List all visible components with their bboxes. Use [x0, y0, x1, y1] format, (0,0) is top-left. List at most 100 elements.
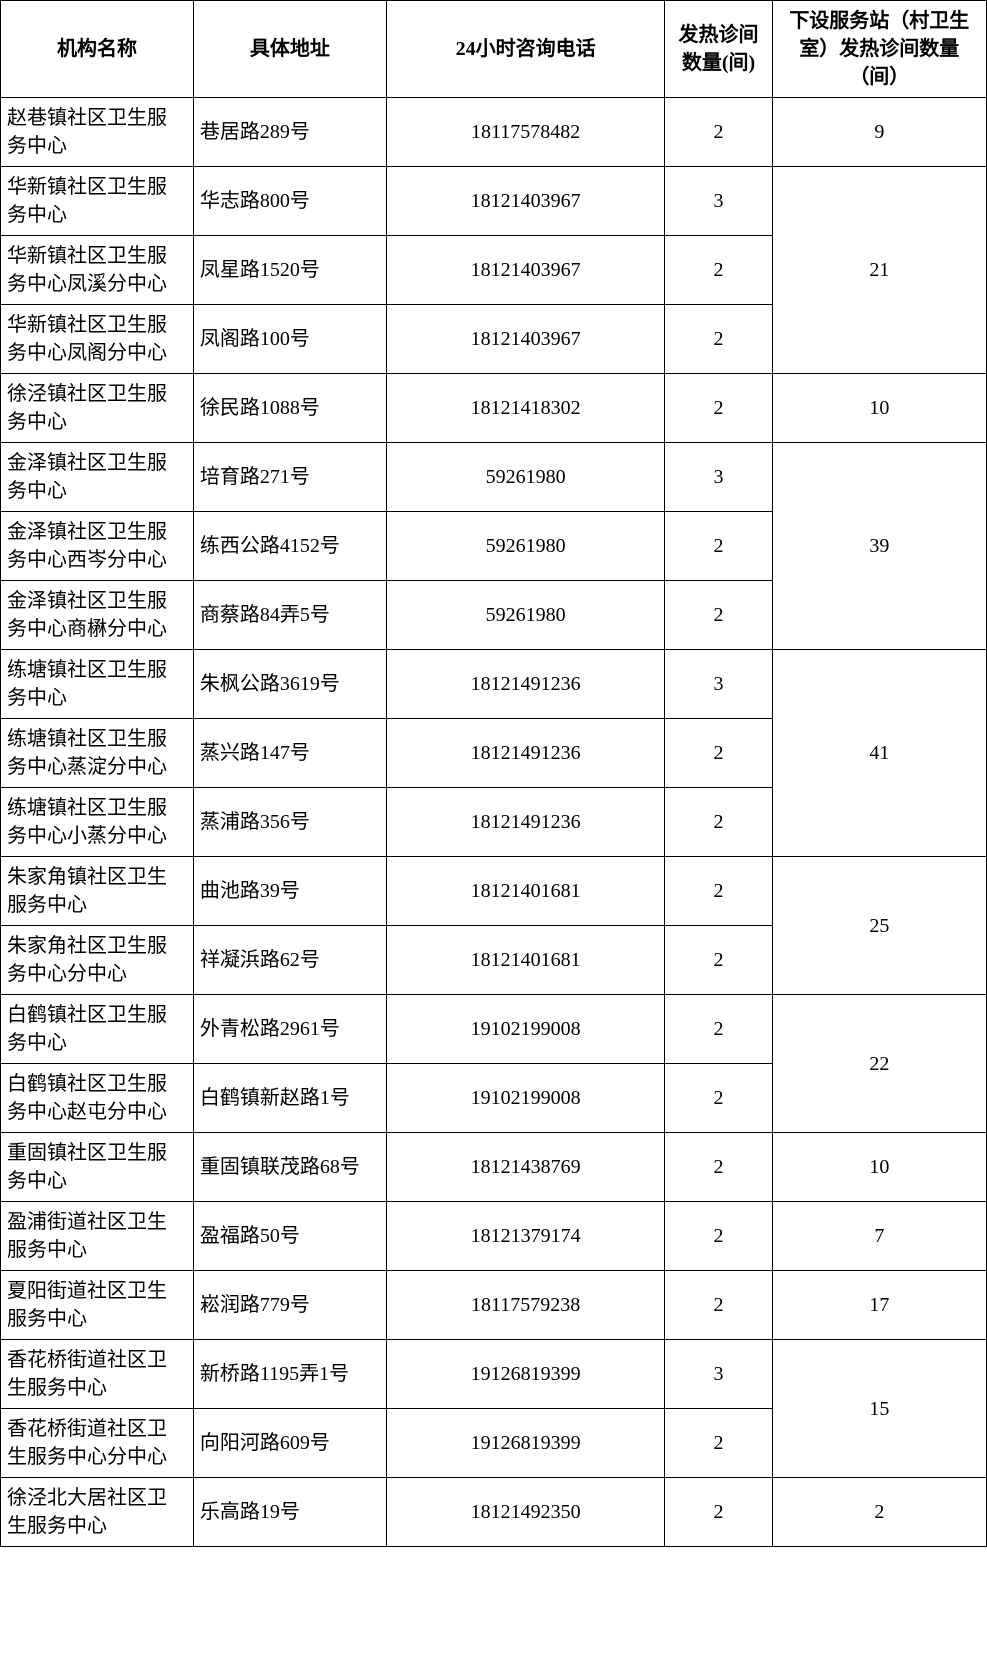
cell-name: 练塘镇社区卫生服务中心	[1, 650, 194, 719]
cell-name: 白鹤镇社区卫生服务中心赵屯分中心	[1, 1064, 194, 1133]
cell-name: 金泽镇社区卫生服务中心西岑分中心	[1, 512, 194, 581]
cell-count: 2	[665, 719, 772, 788]
cell-count: 2	[665, 1202, 772, 1271]
cell-addr: 华志路800号	[193, 167, 386, 236]
cell-addr: 白鹤镇新赵路1号	[193, 1064, 386, 1133]
cell-phone: 18121379174	[386, 1202, 665, 1271]
cell-name: 徐泾北大居社区卫生服务中心	[1, 1478, 194, 1547]
cell-name: 练塘镇社区卫生服务中心小蒸分中心	[1, 788, 194, 857]
cell-count: 2	[665, 98, 772, 167]
cell-addr: 向阳河路609号	[193, 1409, 386, 1478]
cell-name: 练塘镇社区卫生服务中心蒸淀分中心	[1, 719, 194, 788]
table-row: 夏阳街道社区卫生服务中心崧润路779号18117579238217	[1, 1271, 987, 1340]
cell-sub: 39	[772, 443, 986, 650]
cell-phone: 18117578482	[386, 98, 665, 167]
cell-addr: 外青松路2961号	[193, 995, 386, 1064]
cell-count: 3	[665, 1340, 772, 1409]
cell-phone: 18121491236	[386, 719, 665, 788]
table-row: 练塘镇社区卫生服务中心朱枫公路3619号18121491236341	[1, 650, 987, 719]
cell-name: 徐泾镇社区卫生服务中心	[1, 374, 194, 443]
cell-sub: 7	[772, 1202, 986, 1271]
cell-name: 夏阳街道社区卫生服务中心	[1, 1271, 194, 1340]
cell-count: 2	[665, 788, 772, 857]
table-row: 徐泾镇社区卫生服务中心徐民路1088号18121418302210	[1, 374, 987, 443]
table-header-row: 机构名称 具体地址 24小时咨询电话 发热诊间数量(间) 下设服务站（村卫生室）…	[1, 1, 987, 98]
cell-addr: 蒸兴路147号	[193, 719, 386, 788]
cell-addr: 巷居路289号	[193, 98, 386, 167]
cell-phone: 19126819399	[386, 1409, 665, 1478]
cell-sub: 15	[772, 1340, 986, 1478]
cell-phone: 18121491236	[386, 650, 665, 719]
cell-name: 华新镇社区卫生服务中心凤阁分中心	[1, 305, 194, 374]
cell-name: 白鹤镇社区卫生服务中心	[1, 995, 194, 1064]
cell-phone: 19102199008	[386, 1064, 665, 1133]
cell-phone: 18121401681	[386, 857, 665, 926]
cell-addr: 练西公路4152号	[193, 512, 386, 581]
cell-addr: 盈福路50号	[193, 1202, 386, 1271]
cell-phone: 18121491236	[386, 788, 665, 857]
cell-name: 朱家角镇社区卫生服务中心	[1, 857, 194, 926]
cell-count: 3	[665, 650, 772, 719]
cell-addr: 重固镇联茂路68号	[193, 1133, 386, 1202]
cell-name: 香花桥街道社区卫生服务中心分中心	[1, 1409, 194, 1478]
page-root: 机构名称 具体地址 24小时咨询电话 发热诊间数量(间) 下设服务站（村卫生室）…	[0, 0, 987, 1547]
cell-count: 3	[665, 167, 772, 236]
cell-name: 华新镇社区卫生服务中心	[1, 167, 194, 236]
col-header-addr: 具体地址	[193, 1, 386, 98]
col-header-sub: 下设服务站（村卫生室）发热诊间数量（间）	[772, 1, 986, 98]
cell-count: 2	[665, 374, 772, 443]
cell-name: 赵巷镇社区卫生服务中心	[1, 98, 194, 167]
cell-addr: 凤星路1520号	[193, 236, 386, 305]
table-row: 金泽镇社区卫生服务中心培育路271号59261980339	[1, 443, 987, 512]
cell-count: 2	[665, 926, 772, 995]
cell-name: 盈浦街道社区卫生服务中心	[1, 1202, 194, 1271]
cell-name: 金泽镇社区卫生服务中心商楙分中心	[1, 581, 194, 650]
cell-addr: 崧润路779号	[193, 1271, 386, 1340]
table-row: 香花桥街道社区卫生服务中心新桥路1195弄1号19126819399315	[1, 1340, 987, 1409]
cell-phone: 59261980	[386, 443, 665, 512]
col-header-phone: 24小时咨询电话	[386, 1, 665, 98]
cell-sub: 9	[772, 98, 986, 167]
col-header-name: 机构名称	[1, 1, 194, 98]
cell-addr: 凤阁路100号	[193, 305, 386, 374]
cell-addr: 祥凝浜路62号	[193, 926, 386, 995]
cell-count: 3	[665, 443, 772, 512]
cell-phone: 18121401681	[386, 926, 665, 995]
cell-count: 2	[665, 236, 772, 305]
cell-count: 2	[665, 1478, 772, 1547]
cell-sub: 2	[772, 1478, 986, 1547]
cell-phone: 59261980	[386, 581, 665, 650]
cell-addr: 朱枫公路3619号	[193, 650, 386, 719]
cell-phone: 18121492350	[386, 1478, 665, 1547]
table-row: 朱家角镇社区卫生服务中心曲池路39号18121401681225	[1, 857, 987, 926]
table-row: 赵巷镇社区卫生服务中心巷居路289号1811757848229	[1, 98, 987, 167]
table-row: 盈浦街道社区卫生服务中心盈福路50号1812137917427	[1, 1202, 987, 1271]
cell-name: 香花桥街道社区卫生服务中心	[1, 1340, 194, 1409]
cell-count: 2	[665, 1271, 772, 1340]
cell-addr: 乐高路19号	[193, 1478, 386, 1547]
col-header-count: 发热诊间数量(间)	[665, 1, 772, 98]
cell-name: 重固镇社区卫生服务中心	[1, 1133, 194, 1202]
cell-phone: 18121403967	[386, 167, 665, 236]
cell-sub: 25	[772, 857, 986, 995]
cell-count: 2	[665, 1409, 772, 1478]
table-row: 重固镇社区卫生服务中心重固镇联茂路68号18121438769210	[1, 1133, 987, 1202]
cell-count: 2	[665, 512, 772, 581]
cell-sub: 22	[772, 995, 986, 1133]
cell-count: 2	[665, 1064, 772, 1133]
table-body: 赵巷镇社区卫生服务中心巷居路289号1811757848229华新镇社区卫生服务…	[1, 98, 987, 1547]
cell-phone: 18121403967	[386, 236, 665, 305]
cell-sub: 41	[772, 650, 986, 857]
cell-sub: 10	[772, 1133, 986, 1202]
cell-phone: 18121438769	[386, 1133, 665, 1202]
cell-addr: 曲池路39号	[193, 857, 386, 926]
cell-addr: 培育路271号	[193, 443, 386, 512]
cell-count: 2	[665, 581, 772, 650]
cell-name: 朱家角社区卫生服务中心分中心	[1, 926, 194, 995]
cell-phone: 18117579238	[386, 1271, 665, 1340]
cell-addr: 蒸浦路356号	[193, 788, 386, 857]
cell-name: 金泽镇社区卫生服务中心	[1, 443, 194, 512]
table-row: 白鹤镇社区卫生服务中心外青松路2961号19102199008222	[1, 995, 987, 1064]
cell-phone: 59261980	[386, 512, 665, 581]
table-header: 机构名称 具体地址 24小时咨询电话 发热诊间数量(间) 下设服务站（村卫生室）…	[1, 1, 987, 98]
